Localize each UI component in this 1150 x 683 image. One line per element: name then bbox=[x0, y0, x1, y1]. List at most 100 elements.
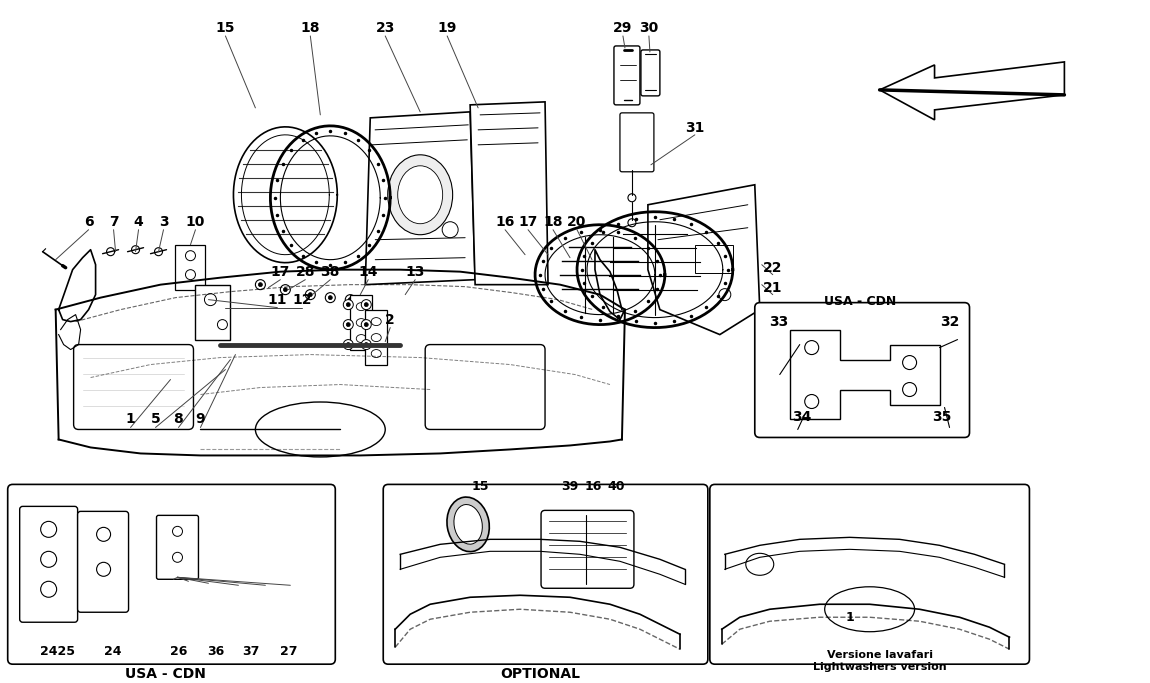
Ellipse shape bbox=[398, 166, 443, 224]
FancyBboxPatch shape bbox=[8, 484, 336, 664]
Text: 29: 29 bbox=[613, 21, 633, 35]
Circle shape bbox=[328, 296, 332, 300]
Circle shape bbox=[185, 251, 196, 261]
Circle shape bbox=[40, 551, 56, 568]
Text: 17: 17 bbox=[519, 214, 538, 229]
FancyBboxPatch shape bbox=[540, 510, 634, 588]
Circle shape bbox=[361, 320, 371, 330]
Ellipse shape bbox=[371, 333, 382, 342]
Ellipse shape bbox=[255, 402, 385, 457]
Text: 7: 7 bbox=[109, 214, 118, 229]
Text: 32: 32 bbox=[940, 315, 959, 329]
Circle shape bbox=[308, 292, 313, 296]
Ellipse shape bbox=[356, 318, 366, 326]
Text: 27: 27 bbox=[279, 645, 297, 658]
Text: 9: 9 bbox=[196, 413, 205, 426]
Text: 1: 1 bbox=[845, 611, 854, 624]
FancyBboxPatch shape bbox=[20, 506, 77, 622]
Text: 34: 34 bbox=[792, 410, 812, 425]
Circle shape bbox=[97, 527, 110, 542]
FancyBboxPatch shape bbox=[620, 113, 654, 172]
Text: 28: 28 bbox=[296, 265, 315, 279]
Text: 15: 15 bbox=[216, 21, 236, 35]
Circle shape bbox=[325, 292, 336, 303]
Circle shape bbox=[283, 288, 288, 292]
Text: USA - CDN: USA - CDN bbox=[125, 667, 206, 681]
Polygon shape bbox=[790, 330, 940, 419]
Ellipse shape bbox=[356, 303, 366, 311]
Ellipse shape bbox=[356, 335, 366, 343]
Circle shape bbox=[365, 303, 368, 307]
Text: 14: 14 bbox=[359, 265, 378, 279]
Text: Versione lavafari: Versione lavafari bbox=[827, 650, 933, 660]
FancyBboxPatch shape bbox=[426, 345, 545, 430]
Text: 39: 39 bbox=[561, 480, 578, 493]
Text: 36: 36 bbox=[207, 645, 224, 658]
Circle shape bbox=[805, 341, 819, 354]
Text: Lightwashers version: Lightwashers version bbox=[813, 663, 946, 672]
FancyBboxPatch shape bbox=[695, 245, 733, 273]
Text: 37: 37 bbox=[242, 645, 259, 658]
Text: 24: 24 bbox=[104, 645, 121, 658]
FancyBboxPatch shape bbox=[366, 309, 388, 365]
Text: 30: 30 bbox=[639, 21, 659, 35]
FancyBboxPatch shape bbox=[710, 484, 1029, 664]
Circle shape bbox=[255, 279, 266, 290]
Text: 2: 2 bbox=[385, 313, 396, 326]
Circle shape bbox=[719, 289, 730, 301]
Text: 19: 19 bbox=[437, 21, 457, 35]
FancyBboxPatch shape bbox=[351, 294, 373, 350]
Text: 1: 1 bbox=[125, 413, 136, 426]
Ellipse shape bbox=[371, 350, 382, 358]
Circle shape bbox=[97, 562, 110, 576]
Circle shape bbox=[306, 290, 315, 300]
Text: 12: 12 bbox=[292, 292, 312, 307]
Text: 13: 13 bbox=[406, 265, 424, 279]
Circle shape bbox=[107, 248, 115, 255]
Circle shape bbox=[903, 382, 917, 397]
FancyBboxPatch shape bbox=[156, 516, 199, 579]
Text: 38: 38 bbox=[321, 265, 340, 279]
Text: OPTIONAL: OPTIONAL bbox=[500, 667, 580, 681]
FancyBboxPatch shape bbox=[77, 512, 129, 612]
Text: 33: 33 bbox=[769, 315, 789, 329]
Polygon shape bbox=[880, 62, 1065, 120]
Text: 2425: 2425 bbox=[40, 645, 75, 658]
Circle shape bbox=[185, 270, 196, 279]
Circle shape bbox=[348, 298, 352, 302]
Circle shape bbox=[344, 320, 353, 330]
Text: 18: 18 bbox=[300, 21, 320, 35]
FancyBboxPatch shape bbox=[641, 50, 660, 96]
Circle shape bbox=[628, 219, 636, 227]
Text: 31: 31 bbox=[685, 121, 705, 135]
Circle shape bbox=[346, 343, 351, 346]
Polygon shape bbox=[647, 185, 760, 335]
Circle shape bbox=[344, 339, 353, 350]
Text: 10: 10 bbox=[186, 214, 205, 229]
FancyBboxPatch shape bbox=[614, 46, 639, 105]
Circle shape bbox=[442, 222, 458, 238]
Text: 40: 40 bbox=[607, 480, 624, 493]
Ellipse shape bbox=[746, 553, 774, 575]
Text: 6: 6 bbox=[84, 214, 93, 229]
Ellipse shape bbox=[447, 497, 490, 552]
Text: 26: 26 bbox=[170, 645, 187, 658]
Circle shape bbox=[40, 521, 56, 538]
Text: 17: 17 bbox=[270, 265, 290, 279]
Circle shape bbox=[361, 300, 371, 309]
Circle shape bbox=[365, 343, 368, 346]
Circle shape bbox=[217, 320, 228, 330]
Ellipse shape bbox=[825, 587, 914, 632]
Text: 16: 16 bbox=[584, 480, 601, 493]
Text: 11: 11 bbox=[268, 292, 288, 307]
Text: 18: 18 bbox=[543, 214, 562, 229]
Circle shape bbox=[628, 194, 636, 201]
Circle shape bbox=[365, 322, 368, 326]
Circle shape bbox=[205, 294, 216, 305]
Polygon shape bbox=[366, 112, 475, 285]
Circle shape bbox=[361, 339, 371, 350]
Circle shape bbox=[805, 395, 819, 408]
Circle shape bbox=[154, 248, 162, 255]
FancyBboxPatch shape bbox=[754, 303, 969, 437]
Text: 22: 22 bbox=[762, 261, 782, 275]
